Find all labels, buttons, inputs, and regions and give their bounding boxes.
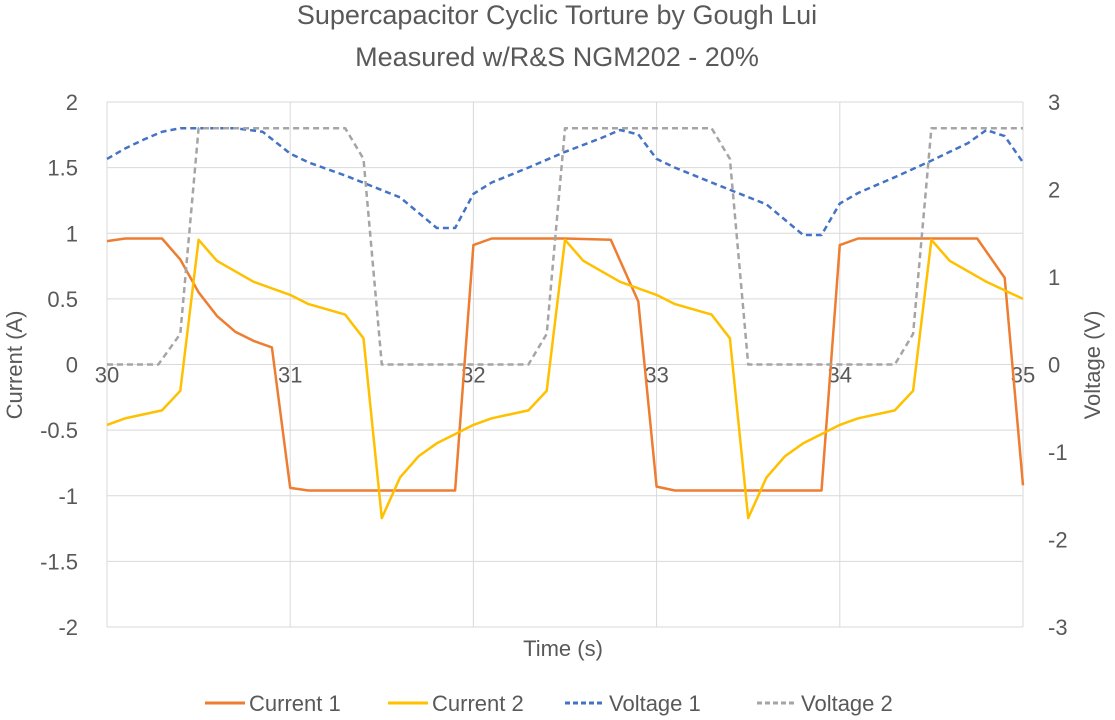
y-tick-label: 0 (66, 353, 78, 378)
y-tick-label: -1.5 (40, 549, 78, 574)
y2-tick-label: 2 (1048, 178, 1060, 203)
y-axis-title: Current (A) (2, 311, 27, 420)
chart-title: Supercapacitor Cyclic Torture by Gough L… (297, 0, 817, 30)
chart-subtitle: Measured w/R&S NGM202 - 20% (355, 42, 759, 72)
series-line-voltage-2 (107, 126, 1023, 366)
legend-label: Current 2 (432, 691, 524, 716)
y2-tick-label: 1 (1048, 265, 1060, 290)
x-axis-title: Time (s) (523, 636, 603, 661)
series-line-current-1 (106, 237, 1025, 492)
legend: Current 1 Current 2 Voltage 1 Voltage 2 (205, 691, 893, 716)
y-tick-label: -1 (58, 484, 78, 509)
y-tick-label: -2 (58, 615, 78, 640)
x-tick-label: 30 (95, 363, 119, 388)
series-line-voltage-1 (106, 126, 1025, 237)
y2-axis-title: Voltage (V) (1080, 311, 1105, 420)
legend-label: Voltage 2 (801, 691, 893, 716)
y-tick-label: 2 (66, 90, 78, 115)
y2-tick-label: -2 (1048, 528, 1068, 553)
series-line-current-2 (106, 238, 1024, 520)
y2-tick-label: -1 (1048, 440, 1068, 465)
series-lines (106, 126, 1025, 520)
y-tick-label: 1.5 (47, 156, 78, 181)
y2-tick-label: -3 (1048, 615, 1068, 640)
y-tick-label: -0.5 (40, 418, 78, 443)
legend-label: Voltage 1 (609, 691, 701, 716)
legend-label: Current 1 (249, 691, 341, 716)
y-tick-label: 0.5 (47, 287, 78, 312)
x-tick-label: 31 (278, 363, 302, 388)
x-tick-label: 33 (644, 363, 668, 388)
tick-labels: 21.510.50-0.5-1-1.5-230 31 32 33 34 353210-1-… (40, 90, 1067, 640)
y-tick-label: 1 (66, 221, 78, 246)
y2-tick-label: 0 (1048, 353, 1060, 378)
y2-tick-label: 3 (1048, 90, 1060, 115)
